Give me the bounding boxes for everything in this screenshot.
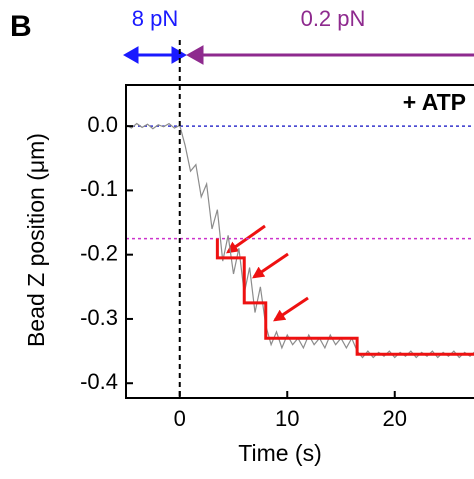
y-tick-label: -0.2: [80, 240, 118, 265]
x-tick-label: 10: [275, 406, 299, 431]
y-tick-label: -0.4: [80, 369, 118, 394]
x-tick-label: 20: [383, 406, 407, 431]
x-axis-label: Time (s): [238, 440, 321, 466]
y-tick-label: -0.3: [80, 305, 118, 330]
force-label: 8 pN: [132, 6, 178, 31]
force-label: 0.2 pN: [301, 6, 366, 31]
step-arrow: [273, 296, 309, 322]
data-line: [125, 122, 474, 359]
step-arrows: [226, 224, 309, 322]
x-tick-label: 0: [174, 406, 186, 431]
force-arrow: [185, 45, 474, 65]
force-arrow: [122, 46, 188, 64]
condition-label: + ATP: [403, 89, 466, 115]
y-axis-label: Bead Z position (μm): [23, 133, 49, 347]
y-tick-label: 0.0: [87, 112, 118, 137]
plot-frame: [125, 84, 474, 399]
data-line: [215, 238, 474, 356]
y-tick-label: -0.1: [80, 176, 118, 201]
step-arrow: [252, 252, 289, 279]
panel-label: B: [10, 10, 32, 43]
